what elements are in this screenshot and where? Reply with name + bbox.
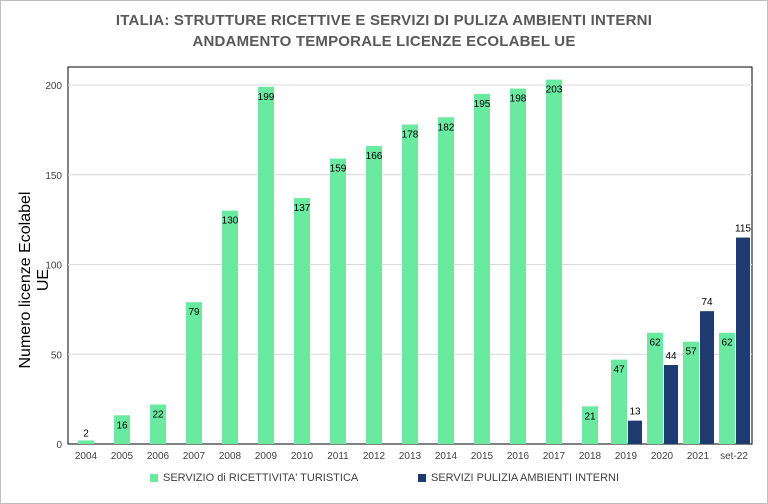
bar-ricettivita bbox=[294, 198, 310, 444]
x-tick-label: 2021 bbox=[687, 451, 710, 462]
x-tick-label: 2009 bbox=[255, 451, 278, 462]
data-label-ricettivita: 178 bbox=[402, 129, 419, 140]
bar-ricettivita bbox=[150, 404, 166, 444]
bar-ricettivita bbox=[611, 359, 627, 444]
data-label-pulizia: 115 bbox=[735, 224, 751, 235]
bar-ricettivita bbox=[114, 415, 130, 444]
bar-ricettivita bbox=[582, 406, 598, 444]
y-tick-label: 150 bbox=[45, 171, 62, 182]
bar-pulizia bbox=[628, 420, 642, 444]
data-label-ricettivita: 199 bbox=[258, 92, 275, 103]
bar-ricettivita bbox=[222, 210, 238, 444]
x-tick-label: 2006 bbox=[147, 451, 170, 462]
data-label-ricettivita: 79 bbox=[188, 307, 200, 318]
x-tick-label: 2004 bbox=[75, 451, 98, 462]
data-label-ricettivita: 198 bbox=[510, 94, 527, 105]
data-label-ricettivita: 62 bbox=[649, 338, 661, 349]
bar-ricettivita bbox=[647, 332, 663, 444]
bar-ricettivita bbox=[330, 158, 346, 444]
x-tick-label: 2013 bbox=[399, 451, 422, 462]
x-tick-label: 2011 bbox=[327, 451, 349, 462]
x-tick-label: 2012 bbox=[363, 451, 386, 462]
data-label-ricettivita: 182 bbox=[438, 122, 455, 133]
legend-item-pulizia: SERVIZI PULIZIA AMBIENTI INTERNI bbox=[418, 472, 619, 484]
bar-ricettivita bbox=[683, 341, 699, 444]
x-tick-label: set-22 bbox=[720, 451, 748, 462]
x-tick-label: 2018 bbox=[579, 451, 602, 462]
chart-title-line1: ITALIA: STRUTTURE RICETTIVE E SERVIZI DI… bbox=[115, 12, 653, 29]
bar-ricettivita bbox=[186, 302, 202, 444]
data-label-ricettivita: 159 bbox=[330, 164, 347, 175]
x-tick-label: 2017 bbox=[543, 451, 566, 462]
bar-ricettivita bbox=[438, 117, 454, 444]
bar-ricettivita bbox=[510, 88, 526, 444]
bar-ricettivita bbox=[366, 146, 382, 444]
bar-ricettivita bbox=[258, 86, 274, 445]
x-tick-label: 2010 bbox=[291, 451, 314, 462]
x-tick-label: 2019 bbox=[615, 451, 638, 462]
y-tick-label: 100 bbox=[45, 261, 62, 272]
chart-title-line2: ANDAMENTO TEMPORALE LICENZE ECOLABEL UE bbox=[192, 33, 576, 50]
bar-ricettivita bbox=[402, 124, 418, 445]
legend-swatch-green bbox=[150, 474, 158, 482]
legend-swatch-navy bbox=[418, 474, 426, 482]
data-label-ricettivita: 62 bbox=[721, 338, 733, 349]
data-label-ricettivita: 166 bbox=[366, 151, 383, 162]
bar-pulizia bbox=[700, 311, 714, 444]
bar-pulizia bbox=[664, 365, 678, 444]
data-label-pulizia: 13 bbox=[629, 407, 641, 418]
data-label-ricettivita: 22 bbox=[152, 410, 164, 421]
bar-ricettivita bbox=[474, 93, 490, 444]
x-tick-label: 2016 bbox=[507, 451, 530, 462]
y-tick-label: 50 bbox=[51, 350, 63, 361]
data-label-ricettivita: 57 bbox=[685, 347, 697, 358]
data-label-ricettivita: 195 bbox=[474, 99, 491, 110]
data-label-ricettivita: 47 bbox=[613, 365, 625, 376]
x-tick-label: 2005 bbox=[111, 451, 134, 462]
x-tick-label: 2008 bbox=[219, 451, 242, 462]
legend-label-pulizia: SERVIZI PULIZIA AMBIENTI INTERNI bbox=[431, 472, 620, 484]
x-tick-label: 2007 bbox=[183, 451, 206, 462]
data-label-ricettivita: 203 bbox=[546, 85, 563, 96]
y-tick-label: 200 bbox=[45, 81, 62, 92]
bar-ricettivita bbox=[78, 440, 94, 444]
data-label-ricettivita: 2 bbox=[83, 428, 89, 439]
x-tick-label: 2015 bbox=[471, 451, 494, 462]
data-label-ricettivita: 130 bbox=[222, 216, 239, 227]
data-label-ricettivita: 137 bbox=[294, 203, 311, 214]
bar-ricettivita bbox=[546, 79, 562, 445]
x-tick-label: 2014 bbox=[435, 451, 458, 462]
data-label-ricettivita: 21 bbox=[584, 411, 596, 422]
data-label-pulizia: 74 bbox=[701, 297, 713, 308]
y-tick-label: 0 bbox=[56, 440, 62, 451]
bar-ricettivita bbox=[719, 332, 735, 444]
legend-label-ricettivita: SERVIZIO di RICETTIVITA' TURISTICA bbox=[163, 472, 359, 484]
x-tick-label: 2020 bbox=[651, 451, 674, 462]
data-label-ricettivita: 16 bbox=[116, 420, 128, 431]
legend-item-ricettivita: SERVIZIO di RICETTIVITA' TURISTICA bbox=[150, 472, 358, 484]
data-label-pulizia: 44 bbox=[665, 351, 677, 362]
bar-pulizia bbox=[736, 237, 750, 444]
